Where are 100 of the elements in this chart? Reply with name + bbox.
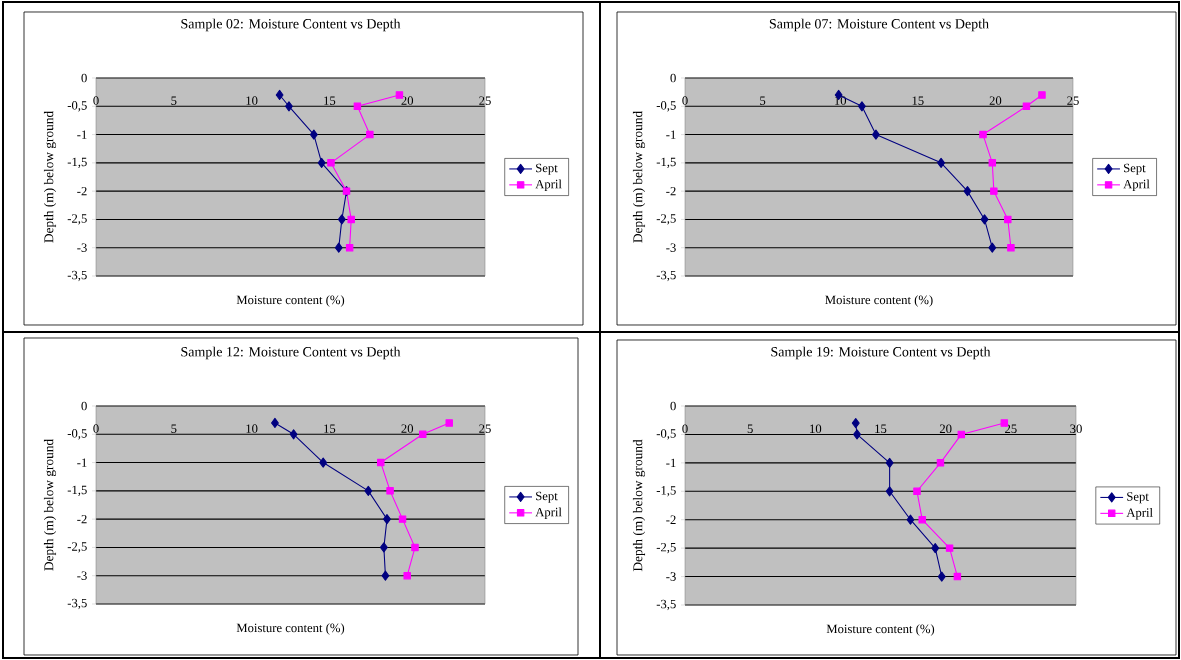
y-tick-label: -1	[666, 130, 676, 139]
point	[309, 129, 318, 140]
x-tick-label: 5	[171, 424, 177, 433]
point	[945, 544, 954, 552]
y-tick-label: -0,5	[67, 429, 87, 440]
x-tick-label: 20	[401, 424, 414, 433]
point	[317, 157, 326, 168]
point	[871, 129, 880, 140]
x-tick-label: 10	[810, 424, 822, 434]
y-tick-label: -3	[666, 572, 676, 581]
y-tick-label: -1	[77, 458, 87, 467]
x-tick-label: 15	[912, 96, 924, 105]
x-tick-label: 15	[324, 424, 336, 433]
legend-label: Sept	[536, 491, 558, 503]
y-tick-label: -2,5	[67, 214, 87, 225]
point	[963, 186, 972, 197]
y-tick-label: -2,5	[67, 542, 87, 553]
y-tick-label: -2	[77, 514, 87, 524]
x-tick-label: 20	[401, 96, 414, 105]
point	[990, 187, 998, 195]
point	[936, 459, 945, 467]
x-tick-label: 25	[479, 424, 491, 433]
point	[1022, 102, 1031, 111]
legend-label: April	[535, 507, 562, 519]
y-tick-label: -1,5	[67, 485, 87, 496]
x-tick-label: 20	[939, 424, 952, 434]
point	[957, 430, 966, 439]
y-tick-label: -3	[77, 243, 87, 252]
point	[885, 457, 894, 468]
chart-title: Sample 19: Moisture Content vs Depth	[771, 346, 991, 360]
point	[937, 157, 946, 168]
x-axis-title: Moisture content (%)	[236, 295, 345, 307]
x-tick-label: 15	[324, 96, 336, 105]
y-tick-label: -3,5	[67, 270, 87, 282]
y-tick-label: -3,5	[656, 270, 676, 282]
y-tick-label: -0,5	[656, 101, 676, 112]
x-tick-label: 25	[1005, 424, 1017, 434]
x-axis-title: Moisture content (%)	[825, 295, 933, 307]
point	[353, 102, 362, 111]
x-tick-label: 5	[747, 424, 753, 434]
point	[345, 243, 354, 252]
point	[347, 215, 355, 224]
point	[337, 214, 346, 225]
y-axis-title: Depth (m) below ground	[632, 111, 646, 243]
x-tick-label: 10	[246, 96, 258, 105]
point	[906, 514, 915, 525]
x-tick-label: 30	[1070, 424, 1082, 434]
legend-label: April	[1123, 179, 1150, 191]
x-tick-label: 20	[989, 96, 1002, 105]
x-tick-label: 5	[171, 96, 177, 105]
x-tick-label: 0	[93, 96, 99, 105]
point	[853, 429, 861, 440]
point	[913, 487, 921, 496]
chart-title: Sample 07: Moisture Content vs Depth	[769, 18, 989, 32]
x-tick-label: 15	[875, 424, 887, 434]
y-axis-title: Depth (m) below ground	[43, 111, 57, 243]
y-tick-label: -1,5	[67, 157, 87, 169]
point	[1007, 243, 1015, 252]
point	[403, 571, 411, 580]
x-tick-label: 0	[682, 424, 688, 434]
y-tick-label: -2	[666, 186, 676, 196]
y-tick-label: -3,5	[67, 598, 87, 610]
point	[988, 159, 997, 167]
x-axis-title: Moisture content (%)	[236, 623, 345, 635]
y-tick-label: -1	[77, 130, 87, 139]
x-tick-label: 0	[93, 424, 99, 433]
y-tick-label: -0,5	[67, 101, 87, 112]
legend-label: Sept	[1124, 163, 1146, 175]
point	[937, 571, 946, 582]
point	[379, 542, 388, 553]
point	[931, 543, 940, 554]
point	[419, 430, 427, 439]
x-tick-label: 5	[760, 96, 766, 105]
point	[411, 543, 419, 552]
point	[979, 130, 987, 139]
y-tick-label: -1,5	[656, 486, 676, 497]
point	[988, 242, 997, 253]
point	[289, 429, 298, 440]
point	[918, 515, 926, 524]
y-tick-label: 0	[670, 73, 676, 83]
point	[445, 419, 453, 427]
y-axis-title: Depth (m) below ground	[632, 439, 646, 572]
point	[1004, 215, 1012, 224]
point	[383, 514, 391, 525]
chart-title: Sample 12: Moisture Content vs Depth	[181, 346, 401, 360]
point	[386, 487, 394, 495]
point	[1038, 91, 1046, 99]
x-tick-label: 10	[834, 96, 847, 105]
y-tick-label: 0	[670, 401, 676, 411]
y-tick-label: -2	[666, 515, 676, 524]
y-tick-label: -1	[666, 458, 676, 468]
x-tick-label: 0	[682, 96, 688, 105]
point	[885, 486, 894, 497]
point	[857, 101, 866, 112]
y-axis-title: Depth (m) below ground	[43, 439, 57, 571]
point	[366, 130, 374, 139]
legend-label: Sept	[536, 163, 558, 175]
y-tick-label: -1,5	[656, 157, 676, 169]
point	[980, 214, 989, 225]
point	[334, 242, 343, 253]
